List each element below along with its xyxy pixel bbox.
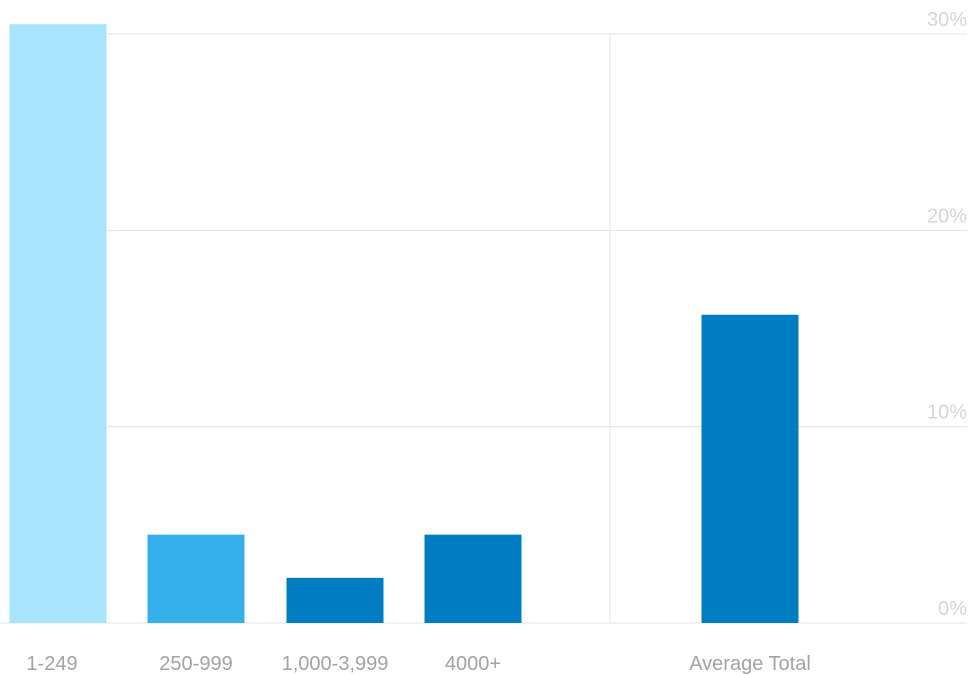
bar-1-000-3-999 (286, 577, 384, 623)
bar-250-999 (147, 534, 245, 623)
x-category-label: 1-249 (26, 653, 77, 675)
y-tick-label: 10% (927, 402, 967, 424)
y-tick-label: 0% (938, 598, 967, 620)
x-category-label: 1,000-3,999 (282, 653, 389, 675)
bars (9, 24, 799, 623)
y-tick-label: 30% (927, 9, 967, 31)
x-axis-category-labels: 1-249 250-999 1,000-3,999 4000+ Average Tota… (26, 653, 810, 675)
x-category-label: 250-999 (159, 653, 232, 675)
y-tick-label: 20% (927, 205, 967, 227)
y-axis-tick-labels: 0% 10% 20% 30% (927, 9, 967, 620)
bar-1-249 (9, 24, 107, 623)
x-category-label: 4000+ (445, 653, 501, 675)
bar-average-total (701, 314, 799, 623)
x-category-label: Average Total (689, 653, 811, 675)
bar-4000- (424, 534, 522, 623)
